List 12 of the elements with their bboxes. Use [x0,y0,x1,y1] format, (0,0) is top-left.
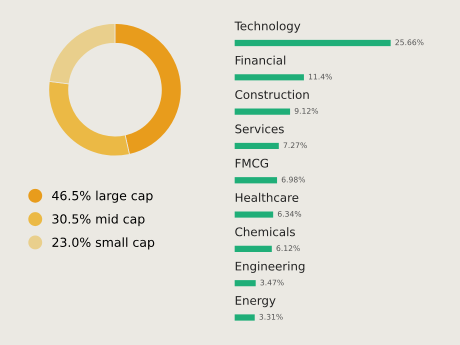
legend-label: 23.0% small cap [52,237,154,250]
y-tick-label: Technology [234,21,300,33]
y-tick-label: Engineering [236,261,304,273]
y-tick-label: Chemicals [235,227,295,236]
y-tick-label: Energy [236,296,276,308]
legend-label: 30.5% mid cap [52,214,145,226]
y-tick-label: Services [235,124,284,134]
y-tick-label: Financial [236,56,286,65]
y-tick-label: Construction [235,90,309,100]
y-tick-label: FMCG [236,158,268,168]
y-tick-label: Healthcare [236,192,298,202]
legend-label: 46.5% large cap [52,190,153,203]
